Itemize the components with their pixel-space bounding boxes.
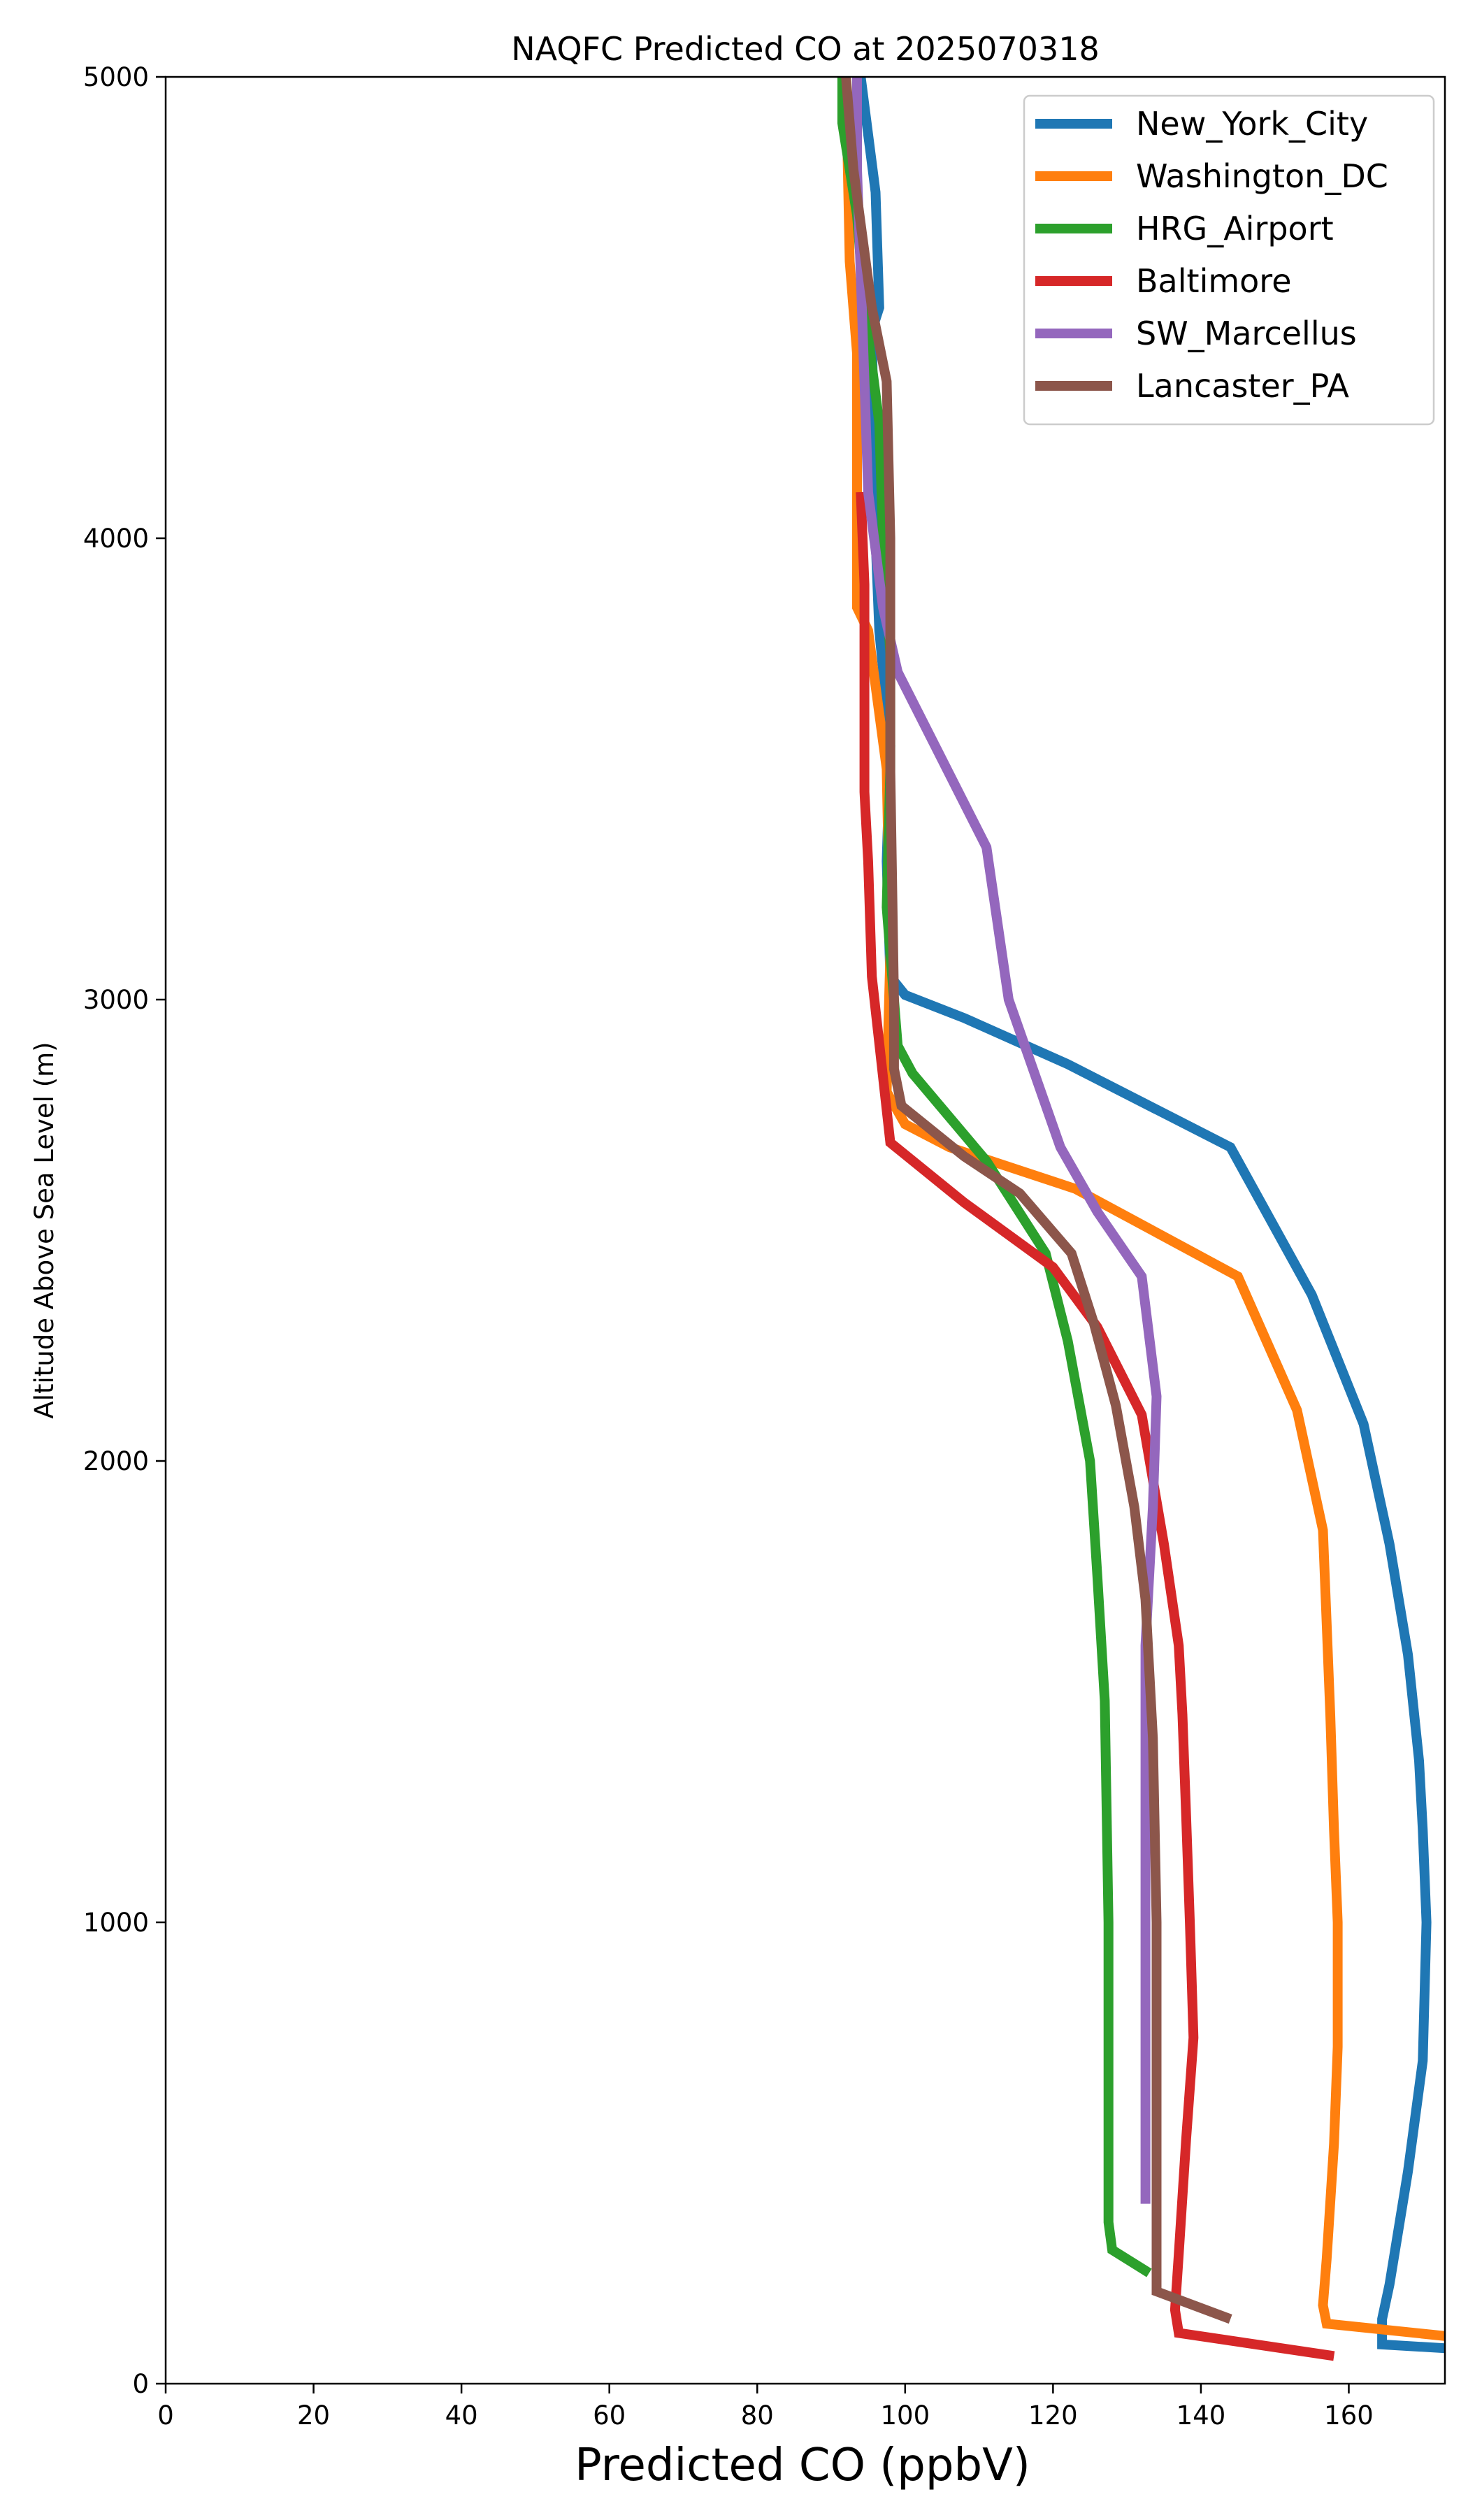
chart-title: NAQFC Predicted CO at 2025070318 xyxy=(511,30,1100,68)
y-tick-label: 4000 xyxy=(83,524,149,554)
legend-label: SW_Marcellus xyxy=(1136,315,1357,352)
series-line-sw-marcellus xyxy=(852,77,1162,2204)
y-tick-label: 1000 xyxy=(83,1908,149,1938)
y-tick-label: 0 xyxy=(132,2369,149,2399)
y-axis: 0 1000 2000 3000 4000 5000 xyxy=(83,62,166,2399)
legend-label: New_York_City xyxy=(1136,105,1368,143)
plot-area-frame xyxy=(164,75,1446,2385)
legend-label: Lancaster_PA xyxy=(1136,367,1349,405)
legend-label: Baltimore xyxy=(1136,262,1292,300)
x-tick-label: 80 xyxy=(741,2400,774,2431)
series-line-lancaster-pa xyxy=(841,77,1232,2324)
x-tick-label: 60 xyxy=(593,2400,626,2431)
x-tick-label: 140 xyxy=(1176,2400,1226,2431)
legend-label: HRG_Airport xyxy=(1136,210,1334,247)
x-tick-label: 20 xyxy=(297,2400,330,2431)
x-tick-label: 40 xyxy=(445,2400,478,2431)
y-tick-label: 5000 xyxy=(83,62,149,92)
series-layer xyxy=(837,77,1445,2361)
x-tick-label: 0 xyxy=(157,2400,174,2431)
series-line-washington-dc xyxy=(841,77,1445,2341)
x-tick-label: 160 xyxy=(1324,2400,1374,2431)
legend: New_York_City Washington_DC HRG_Airport Bal… xyxy=(1023,94,1435,426)
y-tick-label: 2000 xyxy=(83,1446,149,1476)
y-tick-label: 3000 xyxy=(83,985,149,1015)
legend-label: Washington_DC xyxy=(1136,157,1388,195)
x-tick-label: 120 xyxy=(1028,2400,1078,2431)
x-tick-label: 100 xyxy=(880,2400,930,2431)
x-axis-label: Predicted CO (ppbV) xyxy=(575,2440,1030,2491)
y-axis-label: Altitude Above Sea Level (m) xyxy=(29,1042,59,1418)
legend-box xyxy=(1023,94,1435,426)
x-axis: 0 20 40 60 80 100 120 140 160 xyxy=(157,2384,1374,2431)
series-line-hrg-airport xyxy=(837,77,1152,2277)
